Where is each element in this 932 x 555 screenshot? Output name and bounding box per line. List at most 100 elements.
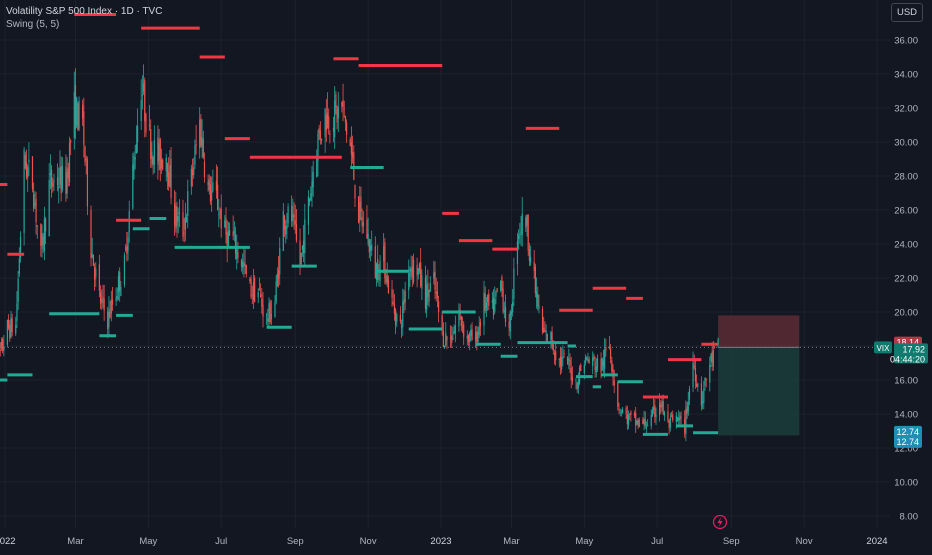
candle-body <box>605 346 607 351</box>
candle-body <box>611 360 613 372</box>
time-tick-label: Sep <box>287 536 304 547</box>
candle-body <box>177 216 179 222</box>
candle-body <box>411 266 413 278</box>
lightning-icon[interactable] <box>712 514 728 530</box>
candle-body <box>525 217 527 228</box>
candle-body <box>175 206 177 229</box>
candle-body <box>696 383 698 388</box>
currency-button[interactable]: USD <box>891 3 923 22</box>
candle-body <box>404 291 406 303</box>
candle-body <box>56 177 59 186</box>
price-tick-label: 12.00 <box>894 444 918 455</box>
candle-body <box>242 261 244 268</box>
candle-body <box>613 380 615 386</box>
stop-loss-zone <box>718 315 800 348</box>
candle-body <box>257 292 259 298</box>
candle-body <box>43 218 46 251</box>
candle-body <box>249 278 251 282</box>
candle-body <box>307 196 310 225</box>
last-price-badge-text: 04:44:20 <box>890 354 925 364</box>
candle-body <box>449 337 452 339</box>
candle-body <box>621 409 624 414</box>
time-tick-label: Mar <box>503 536 519 547</box>
stop-price-badge-text: 18.14 <box>896 338 919 348</box>
candle-body <box>58 186 60 189</box>
indicator-legend[interactable]: Swing (5, 5) <box>6 19 60 30</box>
symbol-name[interactable]: Volatility S&P 500 Index <box>6 6 112 17</box>
candle-body <box>584 357 587 364</box>
candle-body <box>467 335 470 343</box>
candle-body <box>144 80 146 122</box>
candle-body <box>693 365 695 368</box>
candle-body <box>270 313 272 320</box>
candle-body <box>169 165 171 188</box>
candle-body <box>454 325 456 334</box>
candle-body <box>662 400 664 414</box>
candle-body <box>91 253 93 258</box>
candle-body <box>600 359 602 373</box>
candle-body <box>592 357 594 366</box>
candle-body <box>86 160 89 207</box>
candle-body <box>42 236 44 246</box>
candle-body <box>461 327 464 329</box>
candle-body <box>635 412 637 426</box>
candle-body <box>269 301 271 323</box>
candle-body <box>203 161 206 177</box>
candle-body <box>291 205 293 222</box>
candle-body <box>416 264 418 276</box>
candle-body <box>31 156 34 189</box>
candle-body <box>103 298 105 311</box>
candle-body <box>268 303 270 322</box>
candle-body <box>359 201 361 221</box>
candle-body <box>395 309 397 325</box>
candle-body <box>276 273 278 286</box>
candle-body <box>185 217 188 223</box>
candle-body <box>661 401 663 407</box>
candle-body <box>233 230 235 234</box>
target-price-badge-text: 12.74 <box>896 437 919 447</box>
last-price-badge <box>894 343 928 364</box>
candle-body <box>150 129 152 160</box>
candle-body <box>483 292 485 326</box>
exchange-label: TVC <box>142 6 163 17</box>
candle-body <box>199 119 201 149</box>
candle-body <box>325 114 327 131</box>
candle-body <box>48 179 50 237</box>
candle-body <box>633 413 636 416</box>
candle-body <box>240 259 243 267</box>
candle-body <box>211 190 213 201</box>
candle-body <box>463 324 465 337</box>
candle-body <box>3 346 5 351</box>
candle-body <box>93 266 96 280</box>
candle-body <box>95 268 97 277</box>
candle-body <box>115 297 117 302</box>
candle-body <box>344 115 347 123</box>
candle-body <box>545 330 547 334</box>
candle-body <box>555 351 557 361</box>
candle-body <box>667 411 669 422</box>
candle-body <box>227 231 229 246</box>
candle-body <box>368 239 370 253</box>
candle-body <box>678 417 680 421</box>
interval-label[interactable]: 1D <box>120 6 134 17</box>
candle-body <box>11 318 13 333</box>
candle-body <box>283 215 286 230</box>
candle-body <box>187 191 189 217</box>
candle-body <box>670 415 673 417</box>
candle-body <box>267 318 269 322</box>
candle-body <box>520 231 522 233</box>
symbol-line[interactable]: Volatility S&P 500 Index · 1D · TVC <box>6 6 163 17</box>
candle-body <box>116 296 118 299</box>
candle-body <box>162 159 164 170</box>
candle-body <box>244 264 246 267</box>
candle-body <box>83 111 85 146</box>
candle-body <box>160 159 163 168</box>
candle-body <box>475 331 477 341</box>
price-tick-label: 24.00 <box>894 240 918 251</box>
time-tick-label: Nov <box>360 536 377 547</box>
candle-body <box>435 291 437 294</box>
candle-body <box>636 420 638 424</box>
candle-body <box>245 265 247 275</box>
